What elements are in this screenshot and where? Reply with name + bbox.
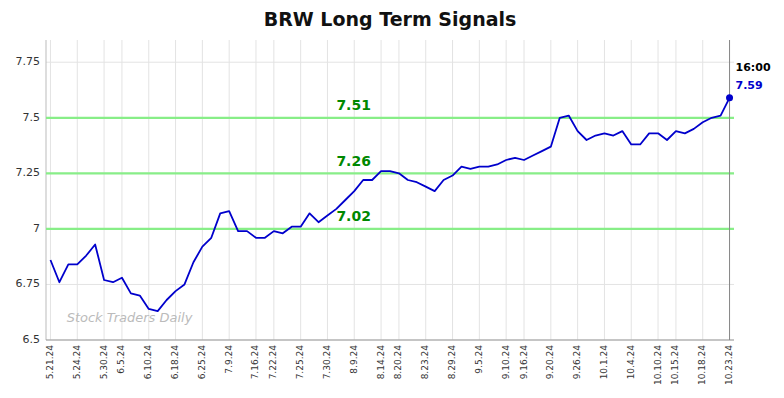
x-grid-line: [202, 40, 203, 340]
x-grid-line: [398, 40, 399, 340]
x-grid-line: [506, 40, 507, 340]
grid: [46, 40, 734, 340]
x-grid-line: [658, 40, 659, 340]
signal-line: [46, 117, 734, 119]
y-grid-line: [46, 340, 734, 341]
x-grid-line: [702, 40, 703, 340]
plot-area: [46, 40, 734, 340]
signal-annotation: 7.02: [336, 208, 371, 224]
x-tick-label: 7.22.24: [268, 345, 278, 380]
y-tick-label: 7.75: [16, 55, 41, 68]
y-tick-label: 6.5: [23, 333, 41, 346]
title: BRW Long Term Signals: [264, 8, 517, 30]
x-tick-label: 9.20.24: [545, 345, 555, 380]
x-grid-line: [148, 40, 149, 340]
x-tick-label: 8.23.24: [420, 345, 430, 380]
last-x-line: [729, 40, 730, 340]
x-grid-line: [675, 40, 676, 340]
end-marker: [726, 94, 733, 101]
x-tick-label: 5.24.24: [72, 345, 82, 380]
x-tick-label: 10.23.24: [724, 345, 734, 385]
x-tick-label: 9.10.24: [501, 345, 511, 380]
x-tick-label: 6.18.24: [170, 345, 180, 380]
signal-line: [46, 172, 734, 174]
x-grid-line: [479, 40, 480, 340]
x-tick-label: 7.9.24: [224, 345, 234, 374]
x-grid-line: [729, 40, 730, 340]
y-tick-label: 7.25: [16, 166, 41, 179]
x-grid-line: [50, 40, 51, 340]
x-grid-line: [255, 40, 256, 340]
x-tick-label: 6.5.24: [116, 345, 126, 374]
x-tick-label: 5.30.24: [99, 345, 109, 380]
x-tick-label: 10.1.24: [599, 345, 609, 380]
x-tick-label: 9.26.24: [572, 345, 582, 380]
x-tick-label: 9.5.24: [474, 345, 484, 374]
y-grid-line: [46, 228, 734, 229]
x-grid-line: [273, 40, 274, 340]
x-tick-label: 7.25.24: [295, 345, 305, 380]
x-grid-line: [77, 40, 78, 340]
x-tick-label: 5.21.24: [45, 345, 55, 380]
x-tick-label: 7.30.24: [322, 345, 332, 380]
x-tick-label: 9.16.24: [519, 345, 529, 380]
watermark: Stock Traders Daily: [67, 310, 193, 325]
x-grid-line: [381, 40, 382, 340]
x-grid-line: [550, 40, 551, 340]
signal-annotation: 7.51: [336, 97, 371, 113]
x-tick-label: 10.10.24: [653, 345, 663, 385]
x-tick-label: 10.15.24: [670, 345, 680, 385]
y-tick-label: 6.75: [16, 277, 41, 290]
x-grid-line: [524, 40, 525, 340]
x-tick-label: 8.14.24: [376, 345, 386, 380]
y-axis-line: [46, 40, 47, 340]
x-tick-label: 8.20.24: [393, 345, 403, 380]
x-grid-line: [175, 40, 176, 340]
price-line: [50, 98, 729, 311]
x-tick-label: 7.16.24: [250, 345, 260, 380]
x-tick-label: 6.10.24: [143, 345, 153, 380]
chart: 6.5 6.75 7 7.25 7.5 7.75 5.21.24 5.24.24 5.30.24…: [0, 0, 784, 398]
x-grid-line: [577, 40, 578, 340]
signal-annotation: 7.26: [336, 153, 371, 169]
x-grid-line: [229, 40, 230, 340]
x-grid-line: [631, 40, 632, 340]
x-grid-line: [604, 40, 605, 340]
x-tick-label: 8.29.24: [447, 345, 457, 380]
x-grid-line: [327, 40, 328, 340]
x-tick-label: 8.9.24: [349, 345, 359, 374]
y-tick-label: 7.5: [23, 111, 41, 124]
signal-line: [46, 228, 734, 230]
x-grid-line: [300, 40, 301, 340]
x-grid-line: [121, 40, 122, 340]
y-tick-label: 7: [33, 222, 40, 235]
y-grid-line: [46, 173, 734, 174]
x-tick-label: 10.4.24: [626, 345, 636, 380]
x-grid-line: [104, 40, 105, 340]
end-label: 16:00: [736, 61, 771, 74]
x-tick-label: 6.25.24: [197, 345, 207, 380]
y-grid-line: [46, 117, 734, 118]
x-grid-line: [425, 40, 426, 340]
x-grid-line: [452, 40, 453, 340]
x-tick-label: 10.18.24: [697, 345, 707, 385]
x-axis-line: [46, 340, 734, 341]
end-label: 7.59: [736, 79, 763, 92]
